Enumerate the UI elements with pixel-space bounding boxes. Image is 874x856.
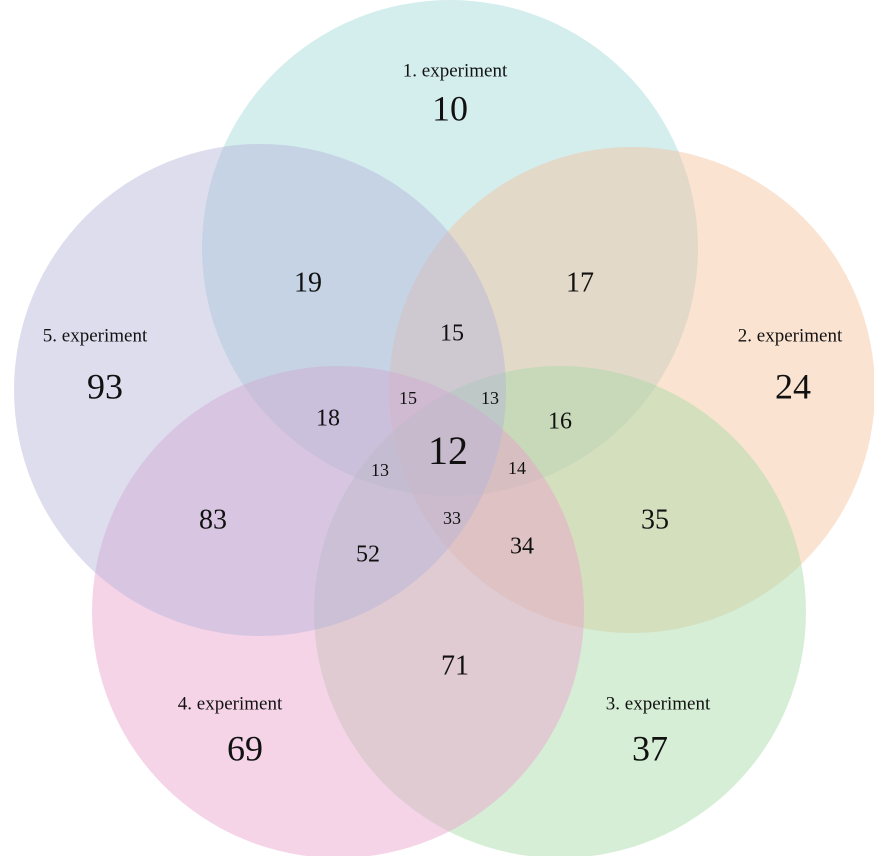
region-count: 34 bbox=[510, 534, 534, 560]
region-count: 37 bbox=[632, 728, 668, 768]
set-label: 4. experiment bbox=[178, 693, 283, 714]
region-count: 12 bbox=[428, 428, 468, 473]
region-count: 13 bbox=[481, 388, 499, 408]
region-count: 16 bbox=[548, 409, 572, 435]
region-count: 19 bbox=[294, 267, 322, 298]
region-count: 83 bbox=[199, 504, 227, 535]
region-count: 15 bbox=[440, 321, 464, 347]
region-count: 14 bbox=[508, 458, 526, 478]
region-count: 69 bbox=[227, 728, 263, 768]
region-count: 33 bbox=[443, 508, 461, 528]
region-count: 93 bbox=[87, 366, 123, 406]
set-circle bbox=[202, 0, 698, 496]
region-count: 24 bbox=[775, 366, 811, 406]
set-label: 1. experiment bbox=[403, 60, 508, 81]
region-count: 52 bbox=[356, 542, 380, 568]
region-count: 35 bbox=[641, 504, 669, 535]
set-circle bbox=[389, 147, 874, 633]
set-circle bbox=[92, 366, 584, 856]
region-count: 71 bbox=[441, 650, 469, 681]
set-circle bbox=[314, 366, 806, 856]
set-label: 2. experiment bbox=[738, 325, 843, 346]
region-count: 15 bbox=[399, 388, 417, 408]
region-count: 13 bbox=[371, 460, 389, 480]
set-label: 3. experiment bbox=[606, 693, 711, 714]
region-count: 17 bbox=[566, 267, 594, 298]
region-count: 18 bbox=[316, 406, 340, 432]
set-label: 5. experiment bbox=[43, 325, 148, 346]
set-circle bbox=[14, 144, 506, 636]
region-count: 10 bbox=[432, 88, 468, 128]
